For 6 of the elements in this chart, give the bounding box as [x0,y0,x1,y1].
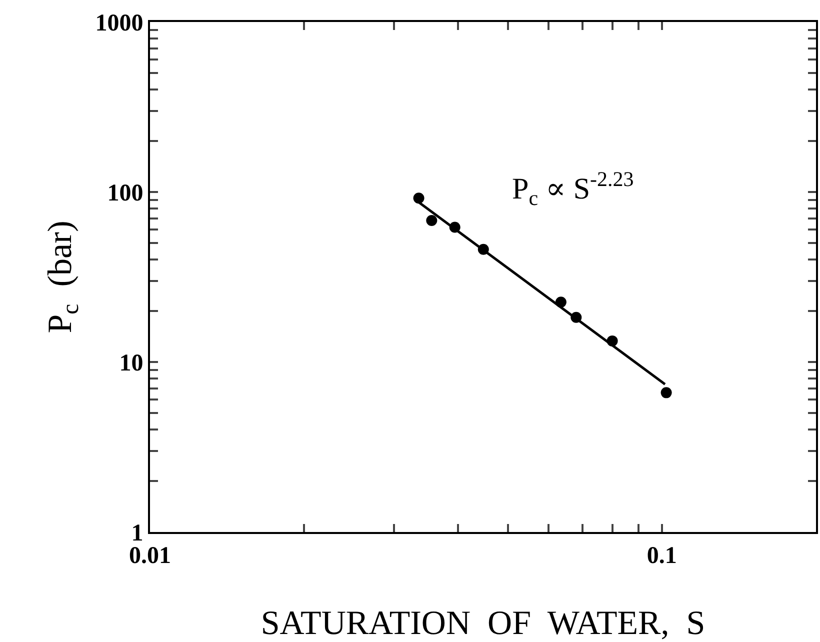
x-axis-title: SATURATION OF WATER, S [260,605,706,642]
y-tick-label: 1000 [95,10,144,36]
y-tick-label: 100 [107,180,144,206]
annotation: P$_{c}$ ∝ S$^{-2.23}$ [512,167,634,210]
y-tick-label: 10 [119,350,144,376]
x-tick-label: 0.1 [646,542,677,569]
